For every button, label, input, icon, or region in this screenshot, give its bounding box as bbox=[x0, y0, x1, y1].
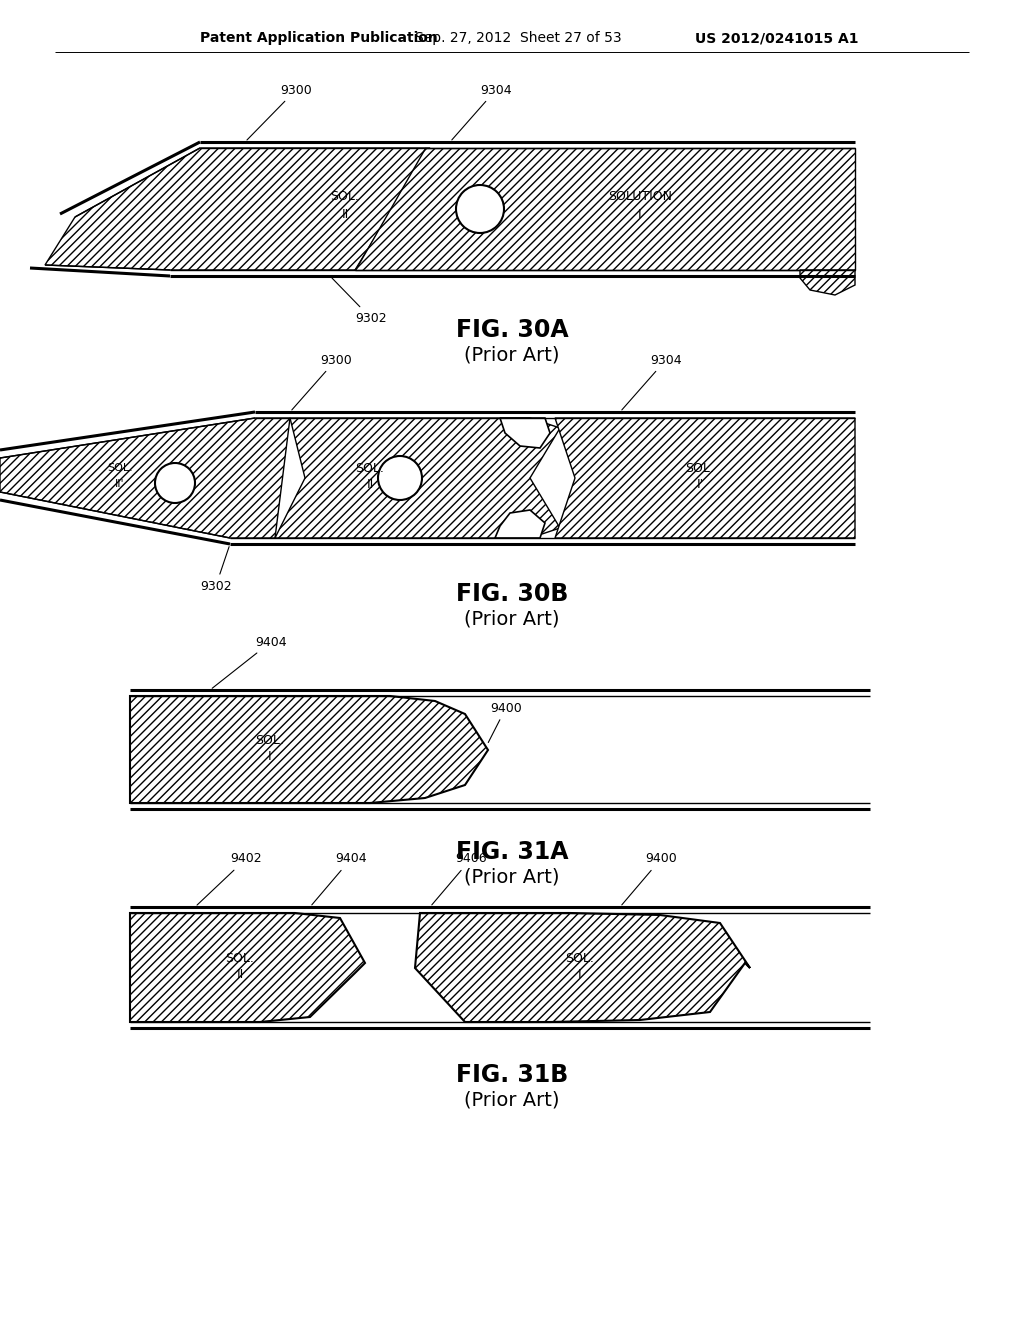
Text: FIG. 30A: FIG. 30A bbox=[456, 318, 568, 342]
Text: II: II bbox=[341, 207, 348, 220]
Text: 9400: 9400 bbox=[622, 853, 677, 906]
Polygon shape bbox=[130, 696, 488, 803]
Text: II: II bbox=[237, 968, 244, 981]
Text: FIG. 31A: FIG. 31A bbox=[456, 840, 568, 865]
Text: 9402: 9402 bbox=[197, 853, 261, 906]
Text: II: II bbox=[367, 478, 374, 491]
Polygon shape bbox=[500, 418, 550, 447]
Text: SOLUTION: SOLUTION bbox=[608, 190, 672, 203]
Text: I: I bbox=[579, 968, 582, 981]
Text: 9400: 9400 bbox=[488, 701, 522, 743]
Circle shape bbox=[378, 455, 422, 500]
Text: 9304: 9304 bbox=[622, 354, 682, 411]
Text: US 2012/0241015 A1: US 2012/0241015 A1 bbox=[695, 30, 858, 45]
Polygon shape bbox=[45, 148, 430, 271]
Polygon shape bbox=[355, 148, 855, 271]
Text: FIG. 30B: FIG. 30B bbox=[456, 582, 568, 606]
Text: FIG. 31B: FIG. 31B bbox=[456, 1063, 568, 1086]
Text: SOL.: SOL. bbox=[331, 190, 359, 203]
Text: I: I bbox=[638, 207, 642, 220]
Polygon shape bbox=[555, 418, 855, 539]
Text: 9302: 9302 bbox=[200, 546, 231, 593]
Text: (Prior Art): (Prior Art) bbox=[464, 1090, 560, 1110]
Text: Sep. 27, 2012  Sheet 27 of 53: Sep. 27, 2012 Sheet 27 of 53 bbox=[415, 30, 622, 45]
Text: 9404: 9404 bbox=[212, 635, 287, 688]
Text: (Prior Art): (Prior Art) bbox=[464, 610, 560, 628]
Polygon shape bbox=[495, 510, 545, 539]
Text: 9300: 9300 bbox=[247, 83, 311, 140]
Text: SOL.: SOL. bbox=[685, 462, 715, 474]
Circle shape bbox=[155, 463, 195, 503]
Text: 9300: 9300 bbox=[292, 354, 352, 411]
Text: 9302: 9302 bbox=[332, 279, 387, 325]
Text: SOL.: SOL. bbox=[565, 952, 595, 965]
Text: 9406: 9406 bbox=[432, 853, 486, 906]
Text: II': II' bbox=[115, 479, 125, 488]
Text: 9304: 9304 bbox=[452, 83, 512, 140]
Text: SOL.: SOL. bbox=[225, 952, 254, 965]
Polygon shape bbox=[130, 913, 365, 1022]
Polygon shape bbox=[275, 418, 560, 539]
Polygon shape bbox=[0, 418, 290, 539]
Text: I': I' bbox=[696, 478, 703, 491]
Text: 9404: 9404 bbox=[311, 853, 367, 906]
Circle shape bbox=[456, 185, 504, 234]
Text: (Prior Art): (Prior Art) bbox=[464, 867, 560, 887]
Polygon shape bbox=[800, 271, 855, 294]
Text: Patent Application Publication: Patent Application Publication bbox=[200, 30, 437, 45]
Text: SOL.: SOL. bbox=[108, 463, 133, 473]
Text: SOL.: SOL. bbox=[256, 734, 285, 747]
Text: I: I bbox=[268, 750, 271, 763]
Text: SOL.: SOL. bbox=[355, 462, 384, 474]
Polygon shape bbox=[415, 913, 750, 1022]
Text: (Prior Art): (Prior Art) bbox=[464, 346, 560, 364]
